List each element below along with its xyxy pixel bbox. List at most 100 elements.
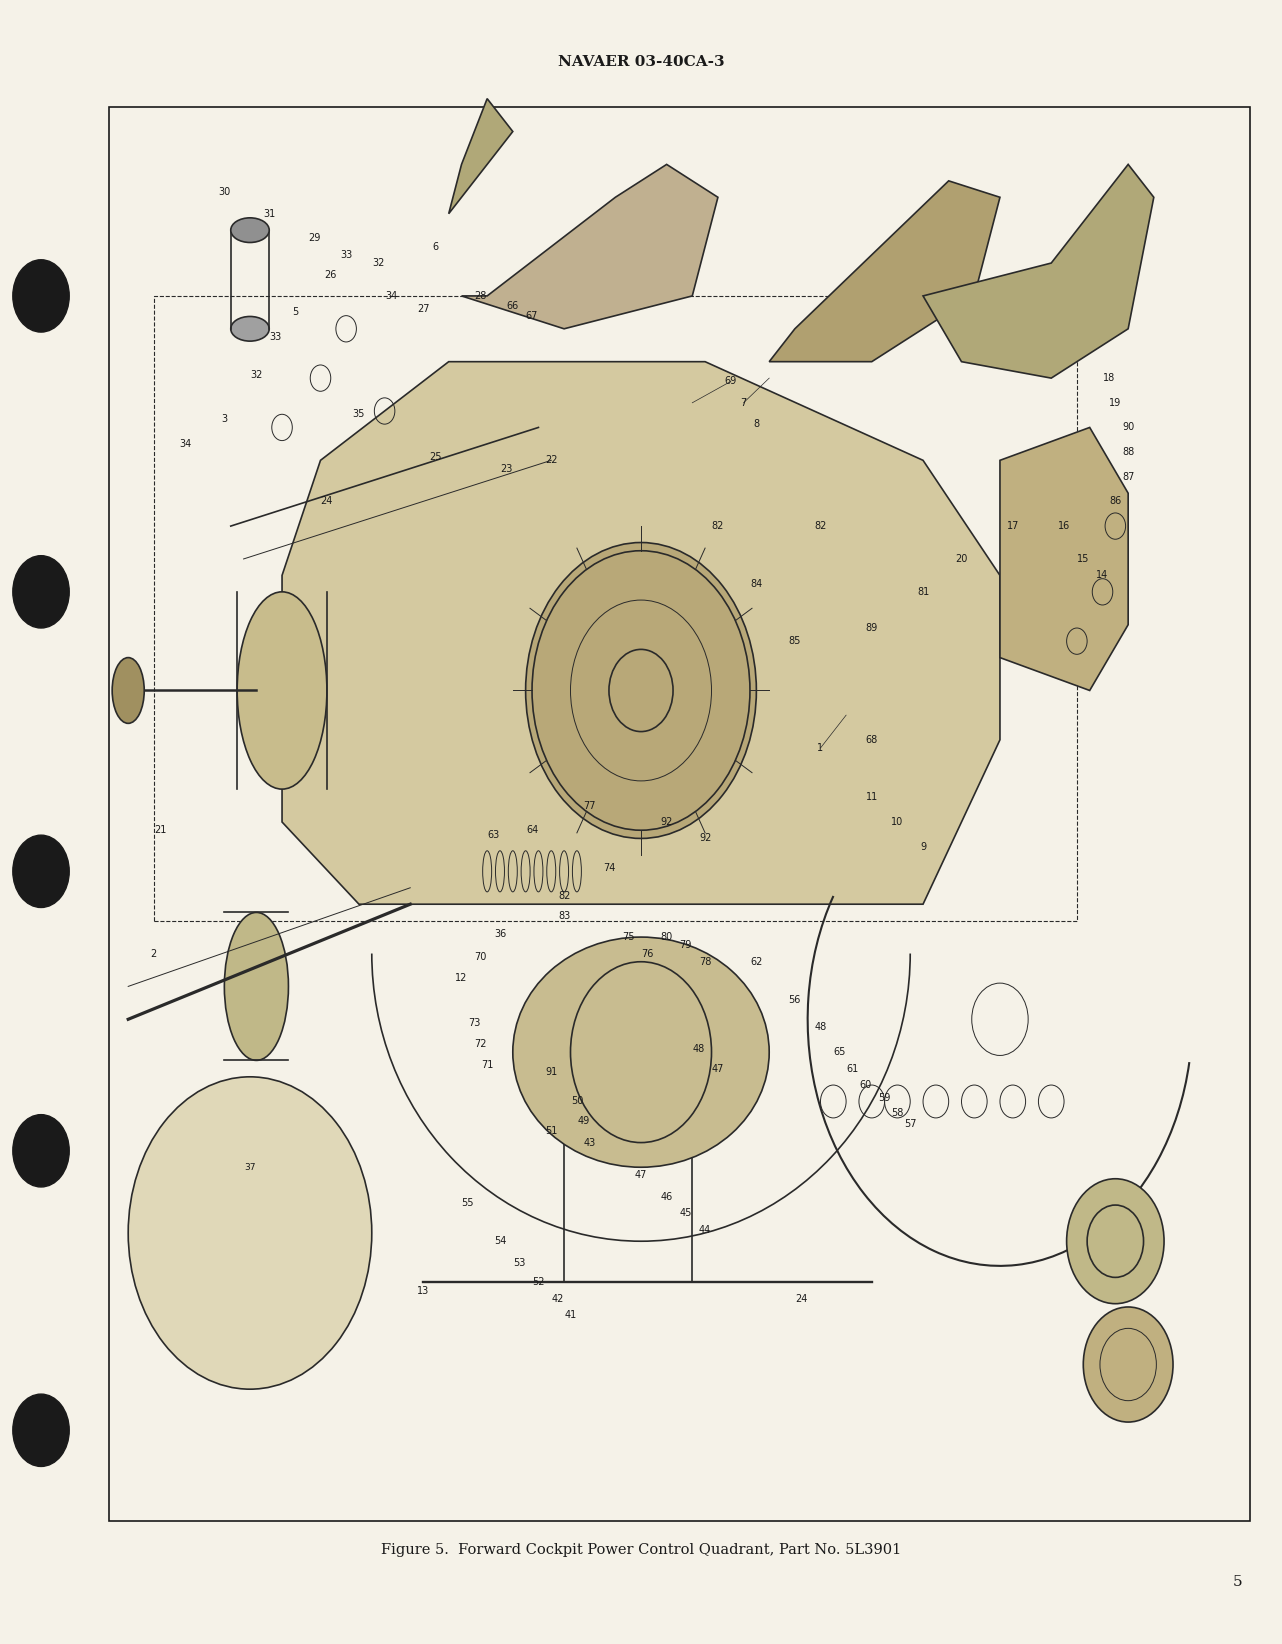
Text: 42: 42 — [551, 1294, 564, 1304]
Text: 21: 21 — [154, 825, 167, 835]
Ellipse shape — [231, 219, 269, 242]
Ellipse shape — [237, 592, 327, 789]
Text: 17: 17 — [1006, 521, 1019, 531]
Circle shape — [1067, 1179, 1164, 1304]
Text: 25: 25 — [429, 452, 442, 462]
Text: 13: 13 — [417, 1286, 429, 1295]
Ellipse shape — [513, 937, 769, 1167]
Text: 64: 64 — [526, 825, 538, 835]
Text: 82: 82 — [558, 891, 570, 901]
Ellipse shape — [526, 543, 756, 838]
Polygon shape — [462, 164, 718, 329]
Polygon shape — [449, 99, 513, 214]
Polygon shape — [1000, 427, 1128, 690]
Text: 44: 44 — [699, 1225, 712, 1235]
Text: 73: 73 — [468, 1018, 481, 1028]
Text: 86: 86 — [1109, 496, 1122, 506]
Polygon shape — [923, 164, 1154, 378]
Text: 47: 47 — [635, 1171, 647, 1180]
Text: 35: 35 — [353, 409, 365, 419]
Circle shape — [128, 1077, 372, 1389]
Text: 92: 92 — [699, 834, 712, 843]
Text: 50: 50 — [570, 1097, 583, 1106]
Text: 19: 19 — [1109, 398, 1122, 408]
Text: 1: 1 — [818, 743, 823, 753]
Text: 33: 33 — [269, 332, 282, 342]
Text: 81: 81 — [917, 587, 929, 597]
Text: 48: 48 — [814, 1023, 827, 1032]
Text: 51: 51 — [545, 1126, 558, 1136]
Text: 71: 71 — [481, 1060, 494, 1070]
Ellipse shape — [186, 1197, 314, 1286]
Circle shape — [13, 556, 69, 628]
Text: 5: 5 — [1232, 1575, 1242, 1588]
Text: 32: 32 — [372, 258, 385, 268]
Circle shape — [13, 1394, 69, 1466]
Text: 92: 92 — [660, 817, 673, 827]
Text: 32: 32 — [250, 370, 263, 380]
Text: 57: 57 — [904, 1120, 917, 1129]
Text: 78: 78 — [699, 957, 712, 967]
Bar — [154, 296, 1077, 921]
Text: 34: 34 — [179, 439, 192, 449]
Text: 83: 83 — [558, 911, 570, 921]
Text: 65: 65 — [833, 1047, 846, 1057]
Text: 20: 20 — [955, 554, 968, 564]
Circle shape — [13, 260, 69, 332]
Text: Figure 5.  Forward Cockpit Power Control Quadrant, Part No. 5L3901: Figure 5. Forward Cockpit Power Control … — [381, 1544, 901, 1557]
Text: 62: 62 — [750, 957, 763, 967]
Circle shape — [1083, 1307, 1173, 1422]
Text: 77: 77 — [583, 801, 596, 810]
Text: 58: 58 — [891, 1108, 904, 1118]
Text: 85: 85 — [788, 636, 801, 646]
Text: 24: 24 — [320, 496, 333, 506]
Circle shape — [13, 835, 69, 907]
Text: 9: 9 — [920, 842, 926, 852]
Text: 72: 72 — [474, 1039, 487, 1049]
Text: 45: 45 — [679, 1208, 692, 1218]
Text: 76: 76 — [641, 949, 654, 958]
Text: 18: 18 — [1103, 373, 1115, 383]
Text: 26: 26 — [324, 270, 337, 279]
Text: 74: 74 — [603, 863, 615, 873]
Text: 54: 54 — [494, 1236, 506, 1246]
Text: 14: 14 — [1096, 570, 1109, 580]
Text: 88: 88 — [1122, 447, 1135, 457]
Polygon shape — [769, 181, 1000, 362]
Text: 79: 79 — [679, 940, 692, 950]
Text: 28: 28 — [474, 291, 487, 301]
Text: 55: 55 — [462, 1198, 474, 1208]
Text: 8: 8 — [754, 419, 759, 429]
Text: 61: 61 — [846, 1064, 859, 1074]
Text: 7: 7 — [741, 398, 746, 408]
Text: 11: 11 — [865, 792, 878, 802]
Text: 56: 56 — [788, 995, 801, 1004]
Ellipse shape — [231, 316, 269, 340]
Text: 80: 80 — [660, 932, 673, 942]
Text: 52: 52 — [532, 1277, 545, 1287]
Text: 43: 43 — [583, 1138, 596, 1148]
Text: 16: 16 — [1058, 521, 1070, 531]
Polygon shape — [282, 362, 1000, 904]
Text: 5: 5 — [292, 307, 297, 317]
Text: 87: 87 — [1122, 472, 1135, 482]
Circle shape — [13, 1115, 69, 1187]
Text: 36: 36 — [494, 929, 506, 939]
Text: 29: 29 — [308, 233, 320, 243]
Text: 75: 75 — [622, 932, 635, 942]
Text: 70: 70 — [474, 952, 487, 962]
Text: 22: 22 — [545, 455, 558, 465]
Text: 10: 10 — [891, 817, 904, 827]
Text: 48: 48 — [692, 1044, 705, 1054]
Text: 46: 46 — [660, 1192, 673, 1202]
Text: 24: 24 — [795, 1294, 808, 1304]
Text: 84: 84 — [750, 579, 763, 589]
Text: 27: 27 — [417, 304, 429, 314]
Text: 67: 67 — [526, 311, 538, 321]
Text: 63: 63 — [487, 830, 500, 840]
Text: 89: 89 — [865, 623, 878, 633]
Text: 37: 37 — [245, 1162, 255, 1172]
Ellipse shape — [224, 912, 288, 1060]
Text: 31: 31 — [263, 209, 276, 219]
Ellipse shape — [212, 1217, 263, 1256]
